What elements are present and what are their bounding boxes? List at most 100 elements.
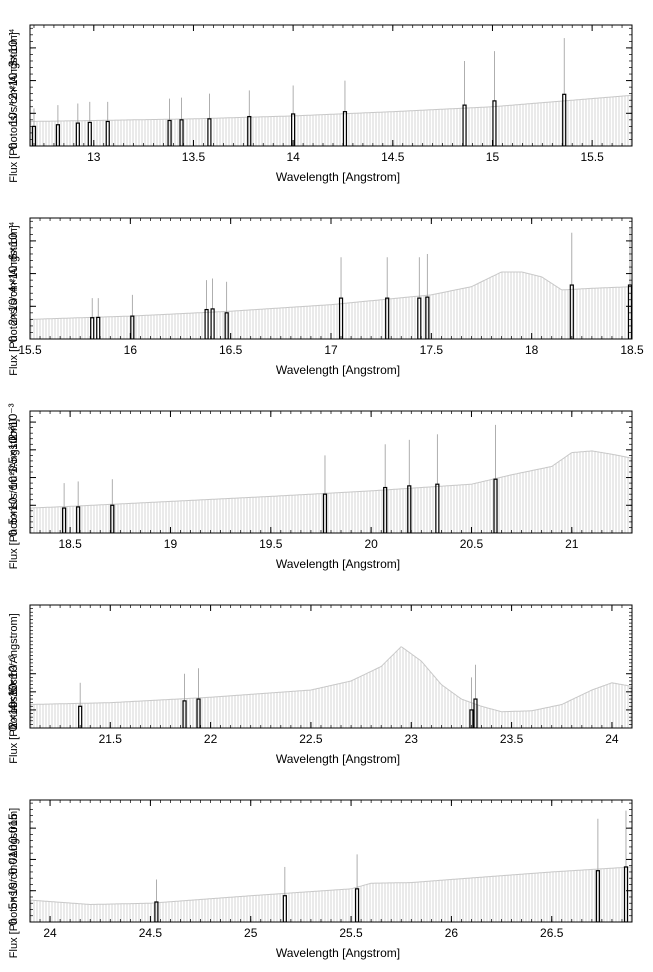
y-axis-label: Flux [Photons/s/cm²/Angstrom] xyxy=(8,613,20,763)
panel-1: 13 13.5 14 14.5 15 15.5 0 10⁻⁴2×10⁻⁴3×10⁻⁴ Wavel… xyxy=(6,24,633,184)
y-tick-label: 2×10⁻³ xyxy=(6,403,20,440)
data-point xyxy=(322,493,328,533)
y-axis-label: Flux [Photons/s/cm²/Angstrom] xyxy=(8,419,20,569)
x-tick-label: 13 xyxy=(87,150,101,164)
y-tick-label: 0 xyxy=(6,918,20,925)
y-tick-label: 4×10⁻⁴ xyxy=(6,254,20,293)
data-point xyxy=(96,316,101,339)
model-curve xyxy=(30,450,632,509)
data-point xyxy=(562,93,567,146)
x-tick-label: 16.5 xyxy=(219,343,243,357)
data-point xyxy=(210,308,215,339)
x-axis-label: Wavelength [Angstrom] xyxy=(276,170,400,184)
y-tick-label: 0 xyxy=(6,529,20,536)
data-point xyxy=(569,284,574,339)
x-tick-label: 22 xyxy=(204,732,218,746)
data-point xyxy=(224,312,229,339)
data-point xyxy=(291,113,296,146)
x-tick-label: 21 xyxy=(565,537,579,551)
y-tick-label: 0 xyxy=(6,724,20,731)
x-tick-label: 24.5 xyxy=(139,926,163,940)
y-tick-label: 2×10⁻³ xyxy=(6,691,20,728)
data-point xyxy=(595,870,600,922)
x-axis-label: Wavelength [Angstrom] xyxy=(276,363,400,377)
data-point xyxy=(196,698,201,728)
data-point xyxy=(493,478,498,533)
panel-3: 18.5 19 19.5 20 20.5 21 0 5×10⁻⁴10⁻³1.5×10⁻³2×1… xyxy=(6,403,633,571)
y-tick-label: 0 xyxy=(6,335,20,342)
plot-area xyxy=(30,646,632,728)
y-axis-label: Flux [Photons/s/cm²/Angstrom] xyxy=(8,32,20,182)
data-point xyxy=(473,698,478,728)
x-tick-label: 23 xyxy=(405,732,419,746)
x-tick-label: 18.5 xyxy=(620,343,644,357)
x-tick-label: 14.5 xyxy=(381,150,405,164)
x-tick-label: 23.5 xyxy=(500,732,524,746)
x-tick-label: 21.5 xyxy=(99,732,123,746)
x-tick-label: 24 xyxy=(43,926,57,940)
plot-area xyxy=(30,810,632,922)
data-point xyxy=(417,297,422,339)
plot-area xyxy=(30,424,632,533)
y-tick-label: 0.010 xyxy=(6,844,20,874)
x-tick-label: 19.5 xyxy=(259,537,283,551)
x-tick-label: 24 xyxy=(605,732,619,746)
x-tick-label: 13.5 xyxy=(182,150,206,164)
x-tick-label: 17 xyxy=(324,343,338,357)
y-tick-label: 4×10⁻³ xyxy=(6,673,20,710)
x-tick-label: 15 xyxy=(486,150,500,164)
y-axis-label: Flux [Photons/s/cm²/Angstrom] xyxy=(8,225,20,375)
data-point xyxy=(130,315,135,339)
x-tick-label: 26.5 xyxy=(540,926,564,940)
data-point xyxy=(182,700,187,728)
x-tick-label: 16 xyxy=(124,343,138,357)
data-point xyxy=(462,104,467,146)
panel-2: 15.5 16 16.5 17 17.5 18 18.5 0 2×10⁻⁴4×10⁻⁴6×10⁻… xyxy=(6,217,644,377)
x-tick-label: 15.5 xyxy=(18,343,42,357)
x-tick-label: 19 xyxy=(164,537,178,551)
data-point xyxy=(342,111,348,146)
x-tick-label: 25.5 xyxy=(339,926,363,940)
data-point xyxy=(31,125,37,146)
x-tick-label: 18 xyxy=(525,343,539,357)
x-axis-label: Wavelength [Angstrom] xyxy=(276,752,400,766)
data-point xyxy=(282,895,287,922)
data-point xyxy=(154,901,159,922)
x-tick-label: 17.5 xyxy=(420,343,444,357)
data-point xyxy=(338,297,344,339)
y-tick-label: 6×10⁻³ xyxy=(6,655,20,692)
data-point xyxy=(354,888,360,922)
model-curve xyxy=(30,94,632,122)
y-tick-label: 5×10⁻³ xyxy=(6,872,20,909)
y-tick-label: 0.015 xyxy=(6,813,20,843)
data-point xyxy=(385,297,390,339)
y-axis-label: Flux [Photons/s/cm²/Angstrom] xyxy=(8,808,20,958)
plot-frame xyxy=(29,24,633,147)
y-tick-label: 10⁻⁴ xyxy=(6,101,20,126)
y-tick-label: 6×10⁻⁴ xyxy=(6,222,20,261)
x-tick-label: 20.5 xyxy=(460,537,484,551)
y-tick-label: 3×10⁻⁴ xyxy=(6,29,20,68)
plot-area xyxy=(30,227,632,339)
data-point xyxy=(407,485,412,533)
data-point xyxy=(435,483,440,533)
data-point xyxy=(87,121,92,146)
x-tick-label: 18.5 xyxy=(58,537,82,551)
data-point xyxy=(204,308,209,339)
data-point xyxy=(247,115,252,146)
data-point xyxy=(179,119,184,146)
data-point xyxy=(105,120,110,146)
data-point xyxy=(623,866,629,922)
data-point xyxy=(76,506,81,533)
y-tick-label: 2×10⁻⁴ xyxy=(6,287,20,326)
plot-area xyxy=(30,38,632,146)
data-point xyxy=(110,504,115,533)
y-tick-label: 10⁻³ xyxy=(6,466,20,490)
data-point xyxy=(78,705,83,728)
x-tick-label: 26 xyxy=(445,926,459,940)
model-curve xyxy=(30,866,632,905)
panel-4: 21.5 22 22.5 23 23.5 24 02×10⁻³4×10⁻³6×10⁻³ Wav… xyxy=(6,604,633,766)
data-point xyxy=(167,119,172,146)
